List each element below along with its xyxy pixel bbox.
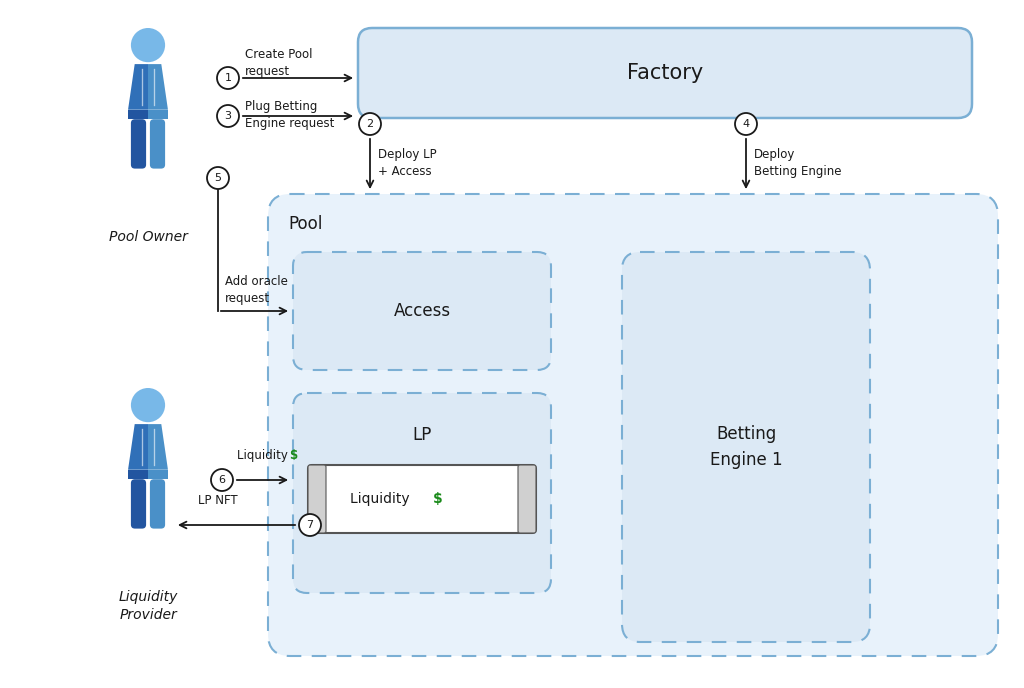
Text: Factory: Factory (627, 63, 703, 83)
FancyBboxPatch shape (131, 480, 146, 528)
Text: Pool Owner: Pool Owner (109, 230, 187, 244)
Text: Deploy
Betting Engine: Deploy Betting Engine (754, 148, 842, 178)
Polygon shape (128, 64, 148, 109)
Polygon shape (128, 470, 148, 480)
Text: Pool: Pool (288, 215, 323, 233)
FancyBboxPatch shape (268, 194, 998, 656)
Circle shape (217, 67, 239, 89)
FancyBboxPatch shape (131, 119, 146, 169)
FancyBboxPatch shape (150, 480, 165, 528)
Text: Add oracle
request: Add oracle request (225, 275, 288, 305)
Text: 6: 6 (218, 475, 225, 485)
Text: Liquidity
Provider: Liquidity Provider (119, 590, 178, 623)
Circle shape (217, 105, 239, 127)
Circle shape (131, 388, 165, 422)
Polygon shape (148, 64, 168, 109)
Text: LP NFT: LP NFT (199, 494, 238, 507)
FancyBboxPatch shape (308, 465, 326, 533)
FancyBboxPatch shape (150, 119, 165, 169)
Circle shape (359, 113, 381, 135)
Text: Create Pool
request: Create Pool request (245, 48, 312, 78)
Polygon shape (128, 109, 148, 119)
Text: 1: 1 (224, 73, 231, 83)
Text: Plug Betting
Engine request: Plug Betting Engine request (245, 100, 335, 129)
Polygon shape (148, 424, 168, 470)
Polygon shape (148, 470, 168, 480)
Text: Deploy LP
+ Access: Deploy LP + Access (378, 148, 436, 178)
Text: 5: 5 (214, 173, 221, 183)
Text: 7: 7 (306, 520, 313, 530)
Polygon shape (148, 109, 168, 119)
FancyBboxPatch shape (358, 28, 972, 118)
FancyBboxPatch shape (293, 252, 551, 370)
Circle shape (299, 514, 321, 536)
FancyBboxPatch shape (308, 465, 536, 533)
Text: $: $ (433, 492, 442, 506)
FancyBboxPatch shape (293, 393, 551, 593)
Text: Liquidity: Liquidity (350, 492, 414, 506)
Circle shape (735, 113, 757, 135)
FancyBboxPatch shape (518, 465, 536, 533)
Text: Liquidity: Liquidity (237, 449, 292, 462)
Text: 3: 3 (224, 111, 231, 121)
Text: Betting
Engine 1: Betting Engine 1 (710, 424, 782, 469)
FancyBboxPatch shape (622, 252, 870, 642)
Circle shape (207, 167, 229, 189)
Circle shape (131, 28, 165, 62)
Circle shape (211, 469, 233, 491)
Text: 2: 2 (367, 119, 374, 129)
Polygon shape (128, 424, 148, 470)
Text: $: $ (289, 449, 297, 462)
Text: LP: LP (413, 426, 432, 444)
Text: 4: 4 (742, 119, 750, 129)
Text: Access: Access (393, 302, 451, 320)
